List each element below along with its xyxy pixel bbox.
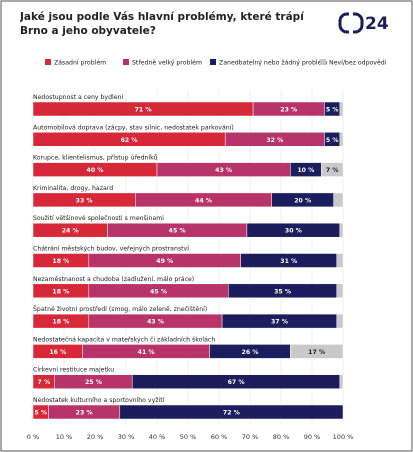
chart-title: Jaké jsou podle Vás hlavní problémy, kte… [20,11,304,37]
category-label: Nedostatečná kapacita v mateřských či zá… [33,335,215,343]
value-label: 41 % [138,349,155,356]
legend-label: Neví/bez odpovědi [329,59,387,67]
x-tick-label: 70 % [242,433,259,441]
legend-label: Středně velký problém [132,59,202,67]
category-label: Chátrání městských budov, veřejných pros… [33,245,189,253]
x-tick-label: 10 % [56,433,73,441]
category-label: Nedostupnost a ceny bydlení [33,93,123,101]
logo: 24 [338,10,389,36]
bar-segment [290,344,344,359]
title-box: Jaké jsou podle Vás hlavní problémy, kte… [20,11,304,37]
x-tick-label: 100 % [333,433,354,441]
legend-swatch [210,59,216,65]
value-label: 33 % [76,197,93,204]
bar-segment [336,253,344,268]
value-label: 16 % [49,349,66,356]
value-label: 37 % [271,319,288,326]
value-label: 5 % [326,137,339,144]
value-label: 17 % [308,349,325,356]
bar-segment [321,162,344,177]
legend-label: Zásadní problém [54,59,106,67]
bar-segment [339,374,344,389]
value-label: 31 % [280,258,297,265]
value-label: 18 % [52,319,69,326]
value-label: 72 % [223,410,240,417]
bar-segment [339,101,344,117]
value-label: 23 % [76,410,93,417]
x-tick-label: 90 % [304,433,321,441]
value-label: 7 % [38,379,51,386]
legend-swatch [45,59,51,65]
x-tick-label: 20 % [87,433,104,441]
value-label: 30 % [285,228,302,235]
value-label: 10 % [297,167,314,174]
logo-gap [349,10,353,36]
value-label: 24 % [62,228,79,235]
value-label: 23 % [280,107,297,114]
value-label: 71 % [135,107,152,114]
value-label: 5 % [326,107,339,114]
category-label: Korupce, klientelismus, přístup úředníků [33,154,158,162]
category-label: Automobilová doprava (zácpy, stav silnic… [33,123,234,131]
value-label: 20 % [294,197,311,204]
bar-segment [333,192,344,208]
legend-swatch [123,59,129,65]
value-label: 18 % [52,258,69,265]
value-label: 43 % [147,319,164,326]
value-label: 5 % [34,410,47,417]
logo-text: 24 [365,14,389,34]
value-label: 7 % [326,167,339,174]
bar-segment [339,132,344,147]
bar-segment [336,313,344,329]
bar-segment [339,222,344,238]
bar-segment [119,404,344,420]
value-label: 62 % [121,137,138,144]
category-label: Nezaměstnanost a chudoba (zadlužení, mál… [33,275,194,283]
value-label: 45 % [169,228,186,235]
value-label: 44 % [195,197,212,204]
bar-segment [336,283,344,299]
category-label: Soužití většinové společnosti s menšinam… [33,214,164,222]
category-label: Kriminalita, drogy, hazard [33,185,113,192]
x-tick-label: 80 % [273,433,290,441]
value-label: 43 % [215,167,232,174]
value-label: 49 % [156,258,173,265]
category-label: Špatné životní prostředí (smog, málo zel… [33,304,207,313]
category-label: Nedostatek kulturního a sportovního vyži… [33,396,165,404]
x-tick-label: 40 % [149,433,166,441]
value-label: 32 % [266,137,283,144]
x-tick-label: 50 % [180,433,197,441]
category-label: Církevní restituce majetku [33,366,114,374]
x-tick-label: 60 % [211,433,228,441]
value-label: 35 % [274,288,291,295]
x-tick-label: 30 % [118,433,135,441]
value-label: 67 % [228,379,245,386]
value-label: 25 % [85,379,102,386]
legend-label: Zanedbatelný nebo žádný problém [219,59,327,67]
value-label: 45 % [150,288,167,295]
value-label: 26 % [242,349,259,356]
value-label: 18 % [52,288,69,295]
legend-swatch [320,59,326,65]
x-tick-label: 0 % [27,433,39,441]
value-label: 40 % [87,167,104,174]
